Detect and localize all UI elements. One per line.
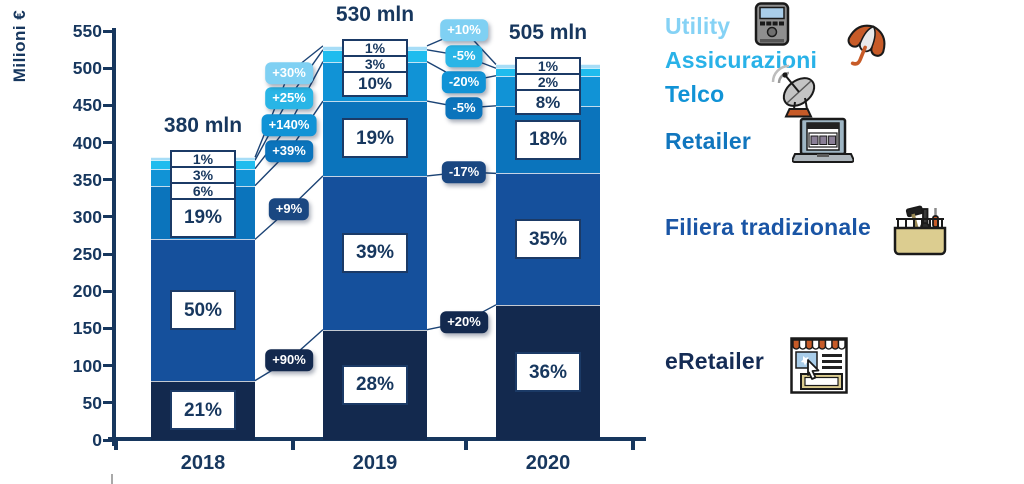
smart-meter-icon bbox=[754, 2, 790, 46]
segment-share-label: 19% bbox=[342, 118, 408, 159]
segment-share-label: 10% bbox=[342, 70, 408, 97]
y-axis-tick bbox=[103, 401, 112, 405]
x-axis-tick bbox=[114, 441, 118, 450]
y-axis-tick bbox=[103, 103, 112, 107]
y-tick-label: 100 bbox=[72, 355, 102, 376]
y-axis-tick bbox=[103, 252, 112, 256]
segment-share-label: 3% bbox=[342, 54, 408, 73]
y-axis-tick bbox=[103, 438, 112, 442]
y-tick-label: 350 bbox=[72, 169, 102, 190]
legend-item-retailer: Retailer bbox=[665, 128, 751, 154]
y-tick-label: 200 bbox=[72, 281, 102, 302]
y-tick-label: 300 bbox=[72, 206, 102, 227]
y-axis-tick bbox=[103, 141, 112, 145]
growth-pill-telco: -20% bbox=[441, 71, 487, 93]
growth-pill-filiera-tradizionale: +9% bbox=[268, 198, 310, 220]
segment-share-label: 36% bbox=[515, 352, 581, 393]
growth-pill-utility: +30% bbox=[265, 62, 313, 84]
bar-total-label: 530 mln bbox=[335, 2, 415, 26]
growth-pill-telco: +140% bbox=[261, 114, 317, 136]
legend-item-telco: Telco bbox=[665, 81, 725, 107]
x-axis-tick bbox=[631, 441, 635, 450]
y-axis-tick bbox=[103, 66, 112, 70]
y-tick-label: 450 bbox=[72, 95, 102, 116]
y-axis-tick bbox=[103, 364, 112, 368]
segment-share-label: 50% bbox=[170, 290, 236, 330]
bar-total-label: 380 mln bbox=[163, 114, 243, 138]
slide-edge-mark bbox=[111, 474, 113, 484]
x-category-label: 2019 bbox=[352, 452, 398, 474]
y-axis-line bbox=[112, 28, 116, 446]
y-tick-label: 500 bbox=[72, 58, 102, 79]
y-axis-tick bbox=[103, 178, 112, 182]
segment-share-label: 18% bbox=[515, 119, 581, 160]
segment-share-label: 8% bbox=[515, 89, 581, 116]
segment-share-label: 2% bbox=[515, 73, 581, 92]
legend-item-utility: Utility bbox=[665, 13, 731, 39]
toolbox-icon bbox=[893, 205, 947, 256]
x-category-label: 2020 bbox=[525, 452, 571, 474]
x-axis-tick bbox=[291, 441, 295, 450]
y-tick-label: 50 bbox=[82, 392, 102, 413]
growth-pill-eretailer: +20% bbox=[440, 311, 488, 333]
y-axis-tick bbox=[103, 289, 112, 293]
online-shop-icon bbox=[790, 337, 848, 394]
growth-pill-filiera-tradizionale: -17% bbox=[441, 161, 487, 183]
y-tick-label: 0 bbox=[92, 430, 102, 450]
bar-total-label: 505 mln bbox=[508, 21, 588, 45]
segment-share-label: 28% bbox=[342, 364, 408, 405]
y-tick-label: 550 bbox=[72, 21, 102, 41]
umbrella-icon bbox=[847, 24, 886, 66]
y-tick-label: 150 bbox=[72, 318, 102, 339]
y-axis-tick bbox=[103, 326, 112, 330]
segment-share-label: 19% bbox=[170, 197, 236, 238]
laptop-shop-icon bbox=[792, 117, 854, 163]
growth-pill-assicurazioni: +25% bbox=[265, 87, 313, 109]
segment-share-label: 35% bbox=[515, 219, 581, 260]
x-axis-tick bbox=[464, 441, 468, 450]
y-axis-tick bbox=[103, 29, 112, 33]
growth-pill-utility: +10% bbox=[440, 19, 488, 41]
y-tick-label: 250 bbox=[72, 244, 102, 265]
growth-pill-assicurazioni: -5% bbox=[445, 45, 483, 67]
growth-pill-retailer: -5% bbox=[445, 97, 483, 119]
segment-share-label: 21% bbox=[170, 390, 236, 431]
legend-item-eretailer: eRetailer bbox=[665, 348, 764, 374]
legend-item-filiera-tradizionale: Filiera tradizionale bbox=[665, 214, 871, 240]
satellite-dish-icon bbox=[771, 64, 816, 118]
segment-share-label: 39% bbox=[342, 232, 408, 273]
y-axis-tick bbox=[103, 215, 112, 219]
legend-item-assicurazioni: Assicurazioni bbox=[665, 47, 818, 73]
growth-pill-retailer: +39% bbox=[265, 140, 313, 162]
y-tick-label: 400 bbox=[72, 132, 102, 153]
growth-pill-eretailer: +90% bbox=[265, 349, 313, 371]
x-category-label: 2018 bbox=[180, 452, 226, 474]
